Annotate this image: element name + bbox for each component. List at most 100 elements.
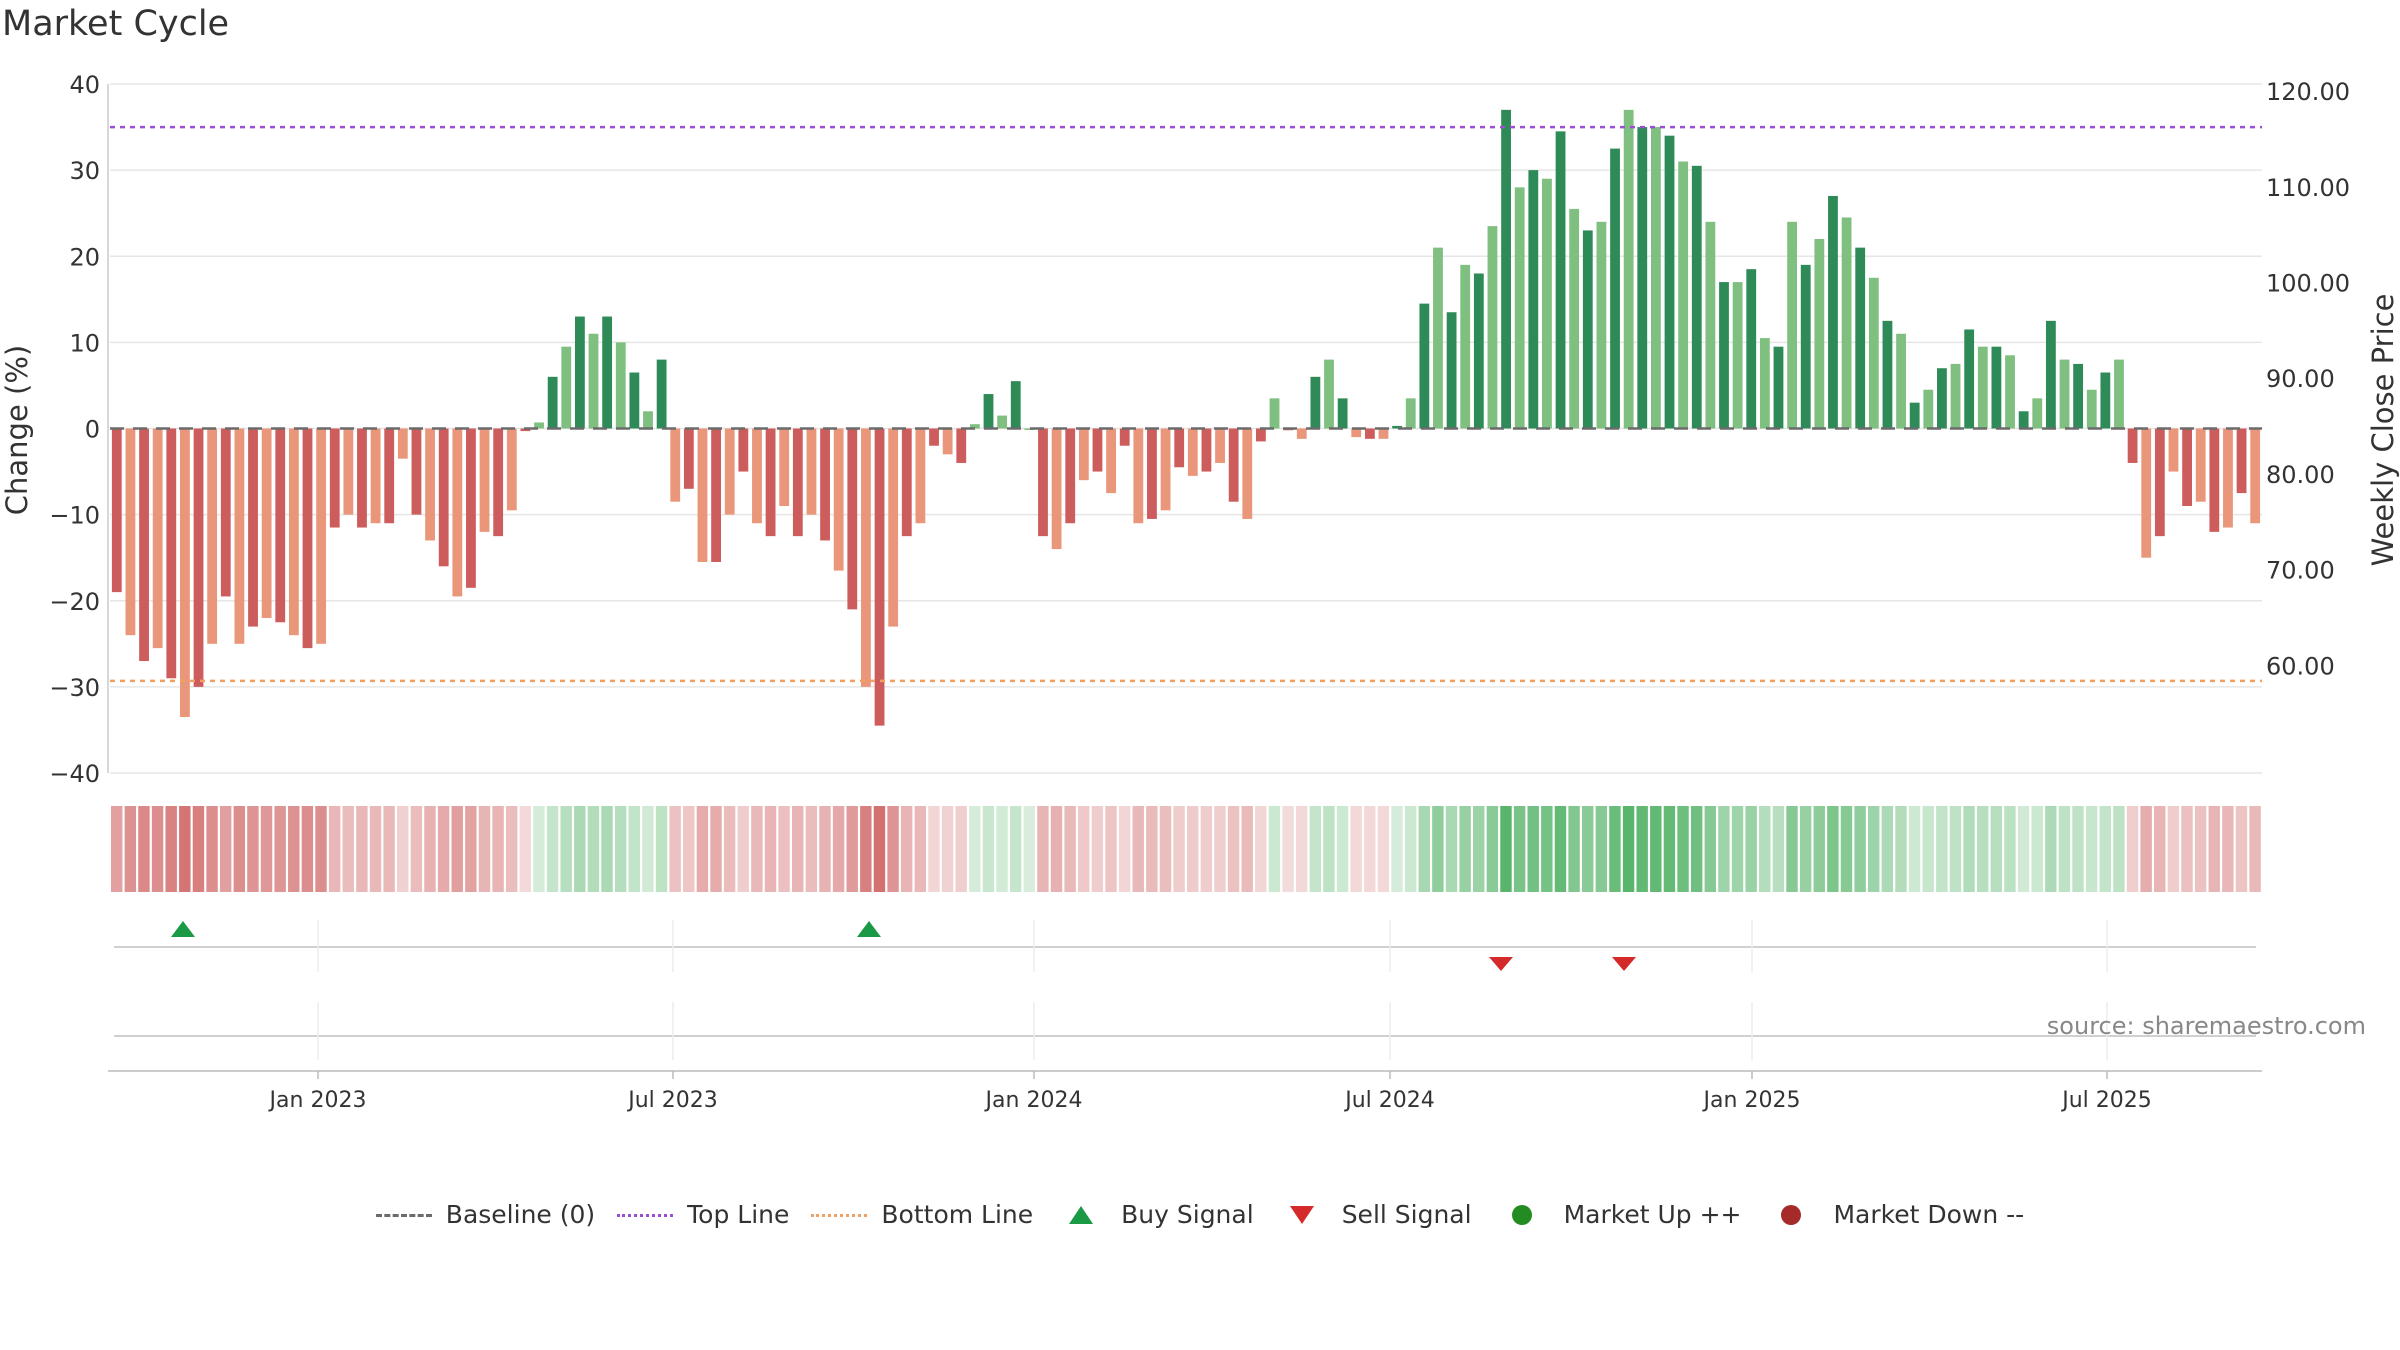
heat-cell: [1323, 806, 1335, 892]
heat-cell: [424, 806, 436, 892]
reference-lines: [110, 125, 2262, 683]
bar: [2032, 398, 2043, 429]
heat-cell: [1500, 806, 1512, 892]
bar: [275, 428, 286, 623]
bar: [1446, 312, 1457, 429]
heat-cell: [1595, 806, 1608, 892]
bar: [1228, 428, 1239, 502]
y2-tick-label: 110.00: [2266, 174, 2350, 202]
bar: [1514, 187, 1525, 429]
heat-cell: [192, 806, 205, 892]
heat-cell: [1554, 806, 1567, 892]
heat-cell: [1200, 806, 1213, 892]
bar: [302, 428, 313, 649]
heat-cell: [873, 806, 886, 892]
top-line-swatch: [617, 1205, 674, 1225]
bar: [1964, 329, 1975, 429]
heat-cell: [1159, 806, 1172, 892]
heat-cell: [1132, 806, 1144, 892]
bar: [1868, 277, 1879, 429]
bar: [615, 342, 626, 429]
heat-cell: [1187, 806, 1199, 892]
legend-baseline[interactable]: Baseline (0): [375, 1200, 595, 1229]
axis-layer: 40 30 20 10 0 −10 −20 −30 −40 120.00 110.00 100.00 9…: [0, 71, 2400, 788]
bar: [1242, 428, 1253, 519]
sell-signal-marker: [1612, 957, 1636, 971]
heat-cell: [2017, 806, 2030, 892]
heat-cell: [2045, 806, 2057, 892]
heat-cell: [1445, 806, 1458, 892]
heat-cell: [1364, 806, 1376, 892]
heat-cell: [1009, 806, 1022, 892]
heat-cell: [805, 806, 818, 892]
heat-cell: [614, 806, 627, 892]
heat-cell: [2249, 806, 2261, 892]
bar: [1528, 170, 1539, 429]
bar: [329, 428, 340, 528]
heat-cell: [478, 806, 491, 892]
bar: [2236, 428, 2247, 494]
chart-title: Market Cycle: [2, 4, 230, 44]
bar: [765, 428, 776, 537]
heat-cell: [1922, 806, 1934, 892]
legend-buy-signal[interactable]: Buy Signal: [1055, 1200, 1254, 1229]
heat-cell: [124, 806, 137, 892]
legend-sell-signal[interactable]: Sell Signal: [1276, 1200, 1472, 1229]
heat-cell: [505, 806, 518, 892]
heat-cell: [887, 806, 899, 892]
heat-cell: [1227, 806, 1240, 892]
bar: [370, 428, 381, 524]
bar: [1487, 226, 1498, 429]
heat-cell: [219, 806, 232, 892]
bar: [506, 428, 517, 511]
bar: [1024, 428, 1035, 430]
bar: [139, 428, 149, 662]
bar: [2086, 389, 2097, 429]
y-tick-label: −20: [49, 588, 100, 616]
bar: [425, 428, 435, 541]
heat-cell: [669, 806, 681, 892]
heat-cell: [1990, 806, 2003, 892]
bar: [1051, 428, 1062, 550]
bar: [2114, 359, 2124, 429]
bar: [520, 428, 531, 432]
legend-market-down[interactable]: Market Down --: [1763, 1200, 2024, 1229]
bar: [1691, 165, 1702, 429]
heat-cell: [819, 806, 831, 892]
heat-cell: [437, 806, 450, 892]
heat-cell: [996, 806, 1008, 892]
bar: [942, 428, 953, 455]
legend-market-up-label: Market Up ++: [1563, 1200, 1742, 1229]
bar: [493, 428, 504, 537]
bar: [792, 428, 803, 537]
legend-market-up[interactable]: Market Up ++: [1494, 1200, 1742, 1229]
heat-cell: [397, 806, 409, 892]
heat-cell: [1377, 806, 1390, 892]
legend-bottom-line[interactable]: Bottom Line: [811, 1200, 1033, 1229]
bar: [561, 346, 572, 429]
bar: [1160, 428, 1171, 511]
bar: [997, 415, 1008, 429]
bar: [711, 428, 722, 562]
heat-cell: [451, 806, 463, 892]
heat-cell: [519, 806, 532, 892]
bar: [152, 428, 163, 649]
bar: [384, 428, 395, 524]
bar: [1923, 389, 1934, 429]
heat-cell: [1459, 806, 1471, 892]
bar: [683, 428, 694, 489]
heat-cell: [2058, 806, 2071, 892]
bar: [166, 428, 177, 679]
heat-cell: [574, 806, 586, 892]
y2-tick-label: 80.00: [2266, 461, 2335, 489]
bar: [111, 428, 122, 593]
legend-top-line[interactable]: Top Line: [617, 1200, 789, 1229]
heat-cell: [1432, 806, 1444, 892]
bar: [547, 376, 558, 429]
heat-cell: [1105, 806, 1117, 892]
bar: [1800, 264, 1811, 429]
green-dot-icon: [1511, 1204, 1532, 1225]
bar: [438, 428, 449, 567]
bar: [1174, 428, 1185, 468]
heat-cell: [546, 806, 559, 892]
